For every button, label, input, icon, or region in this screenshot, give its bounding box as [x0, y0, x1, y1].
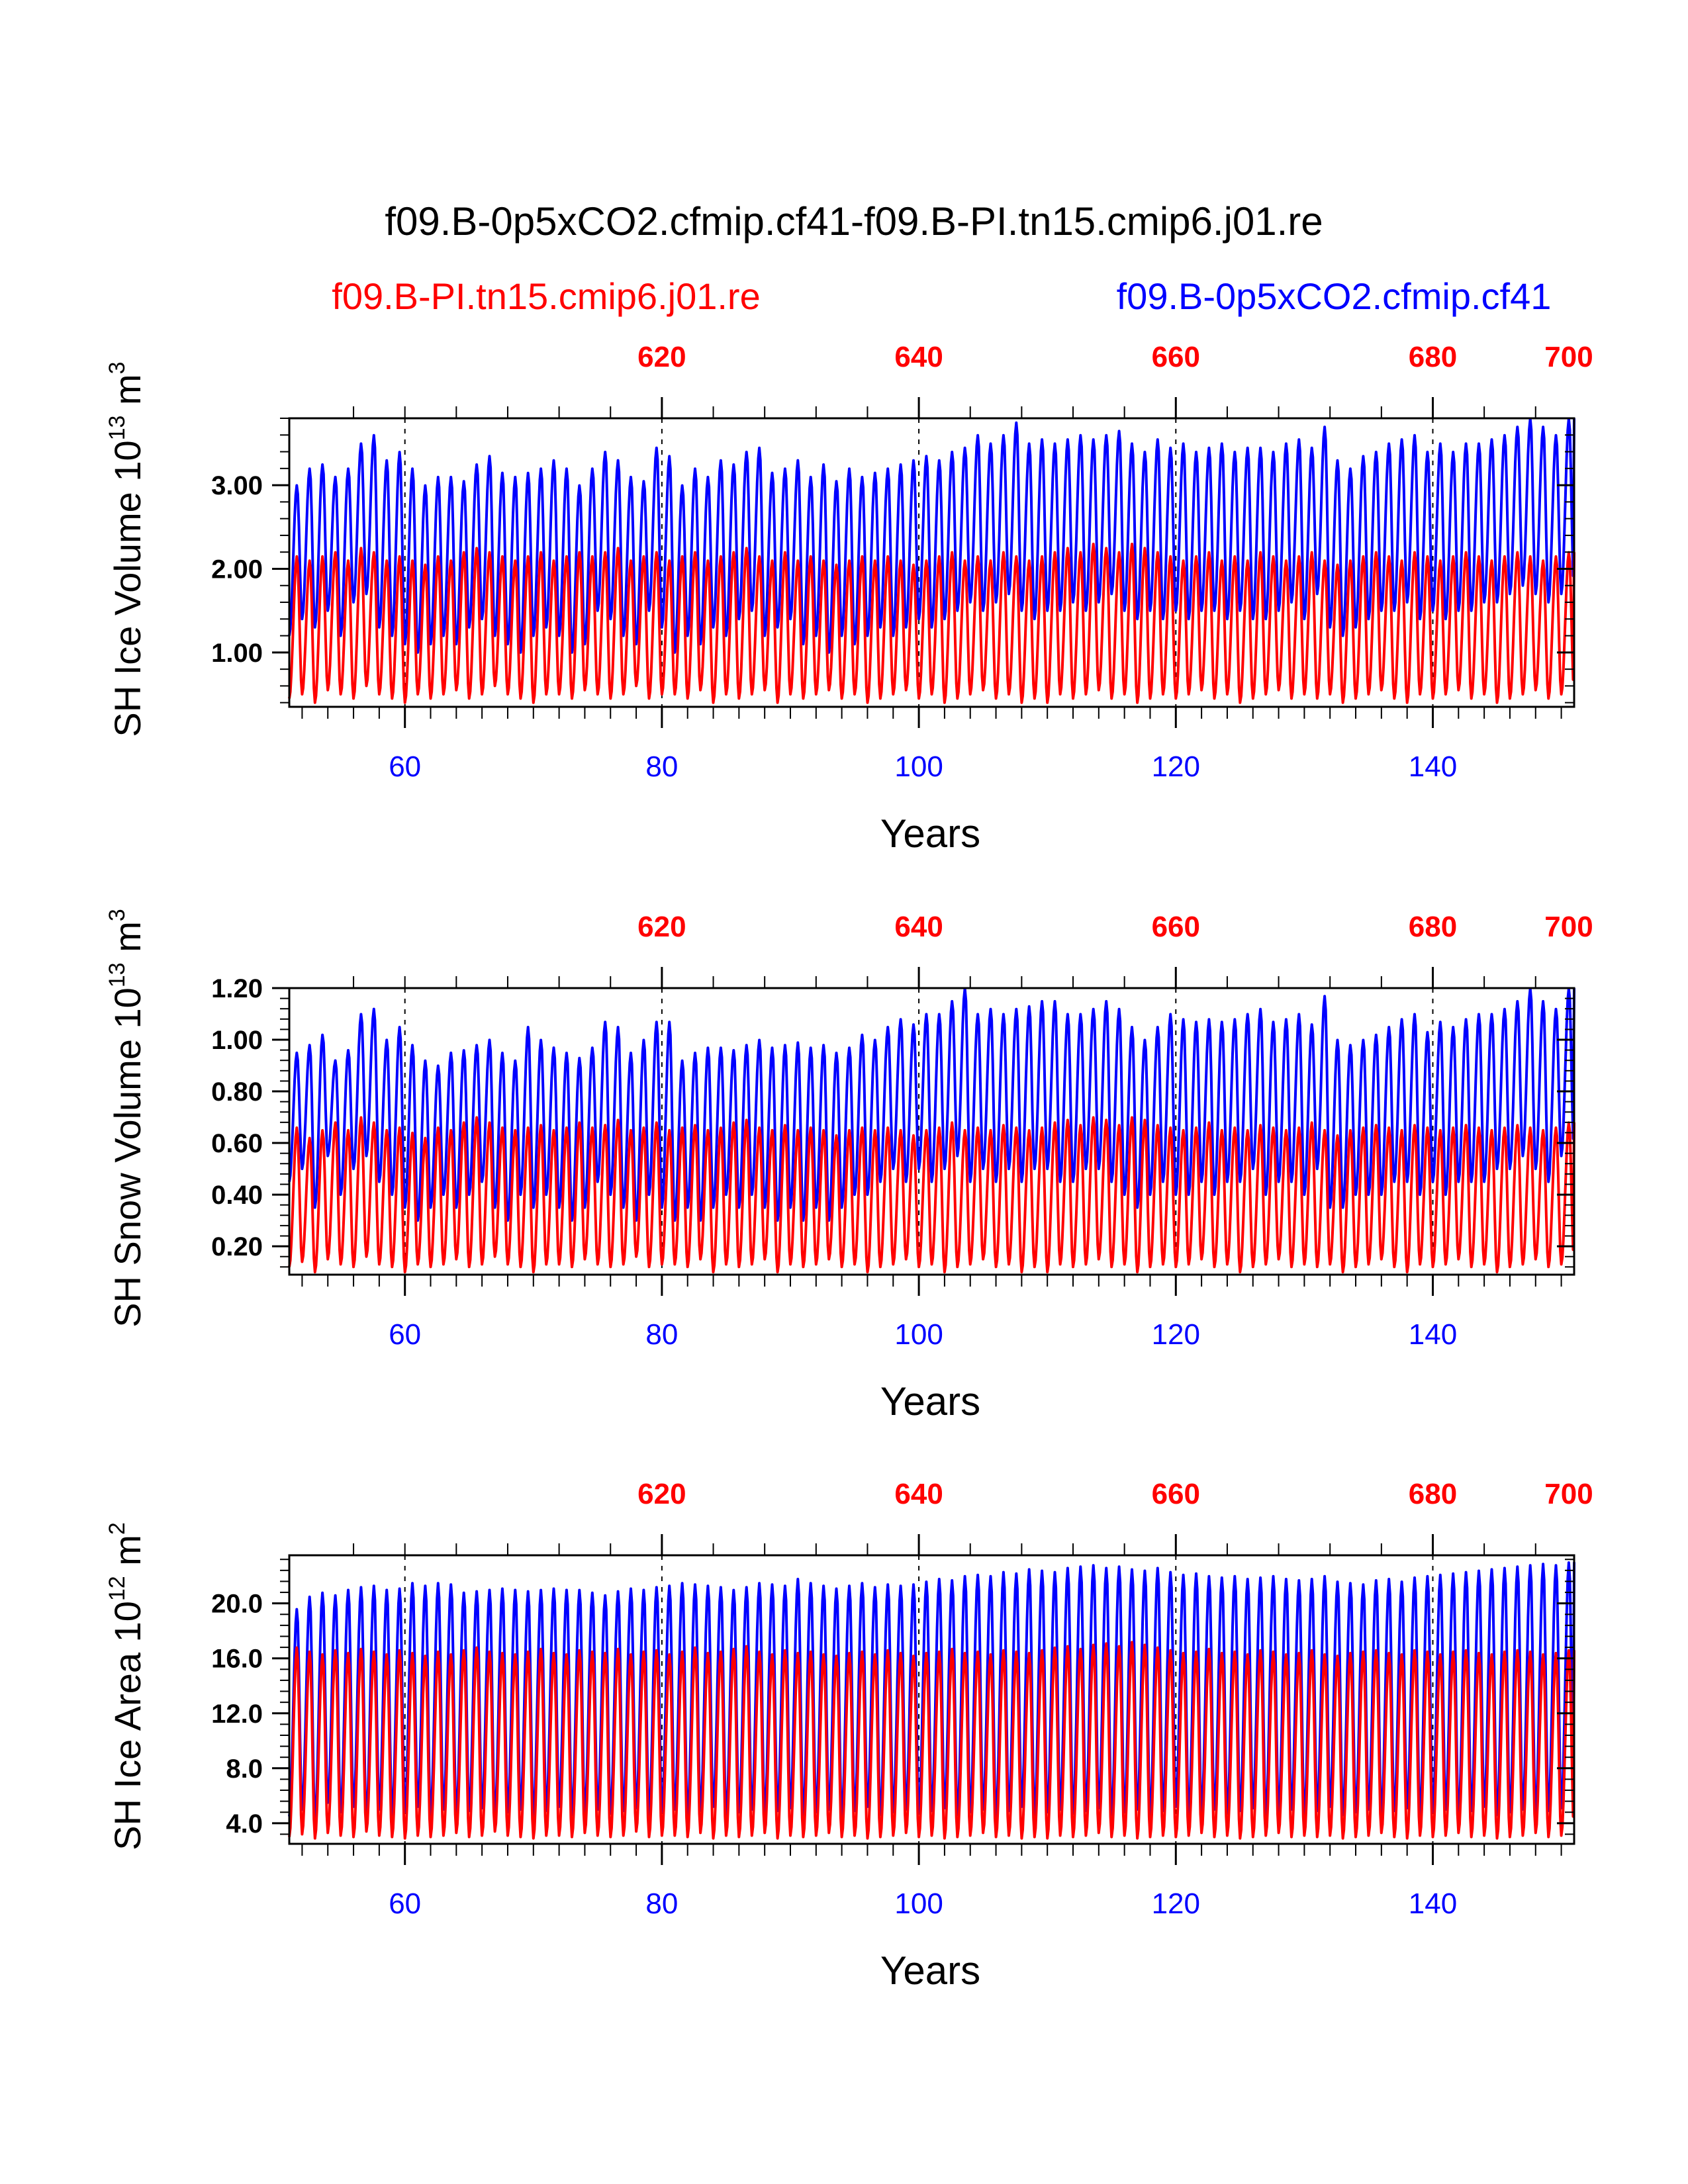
y-axis-label-text: SH Snow Volume 10 [107, 987, 148, 1328]
top-tick-label: 660 [1152, 1478, 1200, 1510]
plot-frame [288, 417, 1575, 708]
y-tick-label: 1.00 [211, 1026, 263, 1055]
y-tick-label: 2.00 [211, 555, 263, 584]
legend-blue-label: f09.B-0p5xCO2.cfmip.cf41 [1117, 275, 1552, 317]
bottom-tick-label: 120 [1152, 1318, 1200, 1351]
chart-panels: 60 80 100 120 140 620 640 660 680 700 1.00 2.00 3.00… [105, 341, 1593, 1993]
top-tick-label: 640 [894, 341, 943, 373]
y-tick-label: 8.0 [226, 1754, 263, 1784]
bottom-tick-label: 60 [389, 1318, 421, 1351]
bottom-tick-label: 100 [894, 1888, 943, 1920]
y-axis-label-exponent: 13 [105, 962, 130, 987]
y-tick-label: 0.40 [211, 1181, 263, 1210]
top-tick-label: 640 [894, 1478, 943, 1510]
bottom-tick-label: 80 [645, 751, 678, 783]
top-tick-label: 620 [637, 1478, 686, 1510]
top-tick-label: 700 [1544, 911, 1593, 943]
top-tick-label: 680 [1409, 911, 1457, 943]
top-tick-label: 700 [1544, 341, 1593, 373]
y-tick-label: 12.0 [211, 1700, 263, 1729]
top-tick-label: 680 [1409, 341, 1457, 373]
chart-panel-3: 60 80 100 120 140 620 640 660 680 700 4.0 8.0 12.0 16… [105, 1478, 1593, 1993]
bottom-tick-label: 140 [1409, 1318, 1457, 1351]
y-axis-label: SH Ice Volume 1013 m3 [105, 361, 148, 737]
series-line-red [288, 1116, 1575, 1274]
top-tick-label: 620 [637, 911, 686, 943]
y-tick-label: 4.0 [226, 1809, 263, 1839]
y-tick-label: 0.20 [211, 1232, 263, 1261]
legend-red-label: f09.B-PI.tn15.cmip6.j01.re [332, 275, 760, 317]
bottom-tick-label: 100 [894, 751, 943, 783]
y-axis-label: SH Snow Volume 1013 m3 [105, 909, 148, 1328]
plot-frame [288, 1554, 1575, 1845]
y-axis-label-unit: m [107, 921, 148, 962]
top-tick-label: 700 [1544, 1478, 1593, 1510]
bottom-tick-label: 60 [389, 751, 421, 783]
y-tick-label: 1.00 [211, 639, 263, 668]
series-line-red [288, 1641, 1575, 1840]
bottom-tick-label: 100 [894, 1318, 943, 1351]
series-line-red [288, 543, 1575, 704]
y-axis-label-unit-exponent: 3 [105, 361, 130, 374]
y-tick-label: 16.0 [211, 1645, 263, 1674]
bottom-tick-label: 120 [1152, 1888, 1200, 1920]
top-tick-label: 640 [894, 911, 943, 943]
y-axis-label: SH Ice Area 1012 m2 [105, 1522, 148, 1850]
x-axis-label: Years [880, 1379, 980, 1424]
bottom-tick-label: 140 [1409, 1888, 1457, 1920]
y-axis-label-unit: m [107, 374, 148, 415]
bottom-tick-label: 120 [1152, 751, 1200, 783]
top-tick-label: 680 [1409, 1478, 1457, 1510]
bottom-tick-label: 60 [389, 1888, 421, 1920]
y-tick-label: 20.0 [211, 1590, 263, 1619]
y-axis-label-exponent: 12 [105, 1576, 130, 1601]
bottom-tick-label: 80 [645, 1318, 678, 1351]
y-tick-label: 0.60 [211, 1129, 263, 1158]
y-axis-label-unit-exponent: 2 [105, 1522, 130, 1535]
series-line-blue [288, 987, 1575, 1222]
y-tick-label: 3.00 [211, 471, 263, 500]
figure-title: f09.B-0p5xCO2.cfmip.cf41-f09.B-PI.tn15.c… [385, 199, 1323, 244]
y-axis-label-exponent: 13 [105, 416, 130, 441]
y-axis-label-unit-exponent: 3 [105, 909, 130, 921]
series-line-blue [288, 417, 1575, 654]
bottom-tick-label: 140 [1409, 751, 1457, 783]
y-axis-label-unit: m [107, 1535, 148, 1576]
x-axis-label: Years [880, 811, 980, 856]
top-tick-label: 620 [637, 341, 686, 373]
plot-frame [288, 987, 1575, 1276]
y-tick-label: 1.20 [211, 974, 263, 1003]
top-tick-label: 660 [1152, 341, 1200, 373]
bottom-tick-label: 80 [645, 1888, 678, 1920]
y-axis-label-text: SH Ice Area 10 [107, 1601, 148, 1850]
y-tick-label: 0.80 [211, 1077, 263, 1107]
chart-panel-2: 60 80 100 120 140 620 640 660 680 700 0.20 0.40 0.60… [105, 909, 1593, 1424]
chart-panel-1: 60 80 100 120 140 620 640 660 680 700 1.00 2.00 3.00… [105, 341, 1593, 856]
y-axis-label-text: SH Ice Volume 10 [107, 440, 148, 737]
top-tick-label: 660 [1152, 911, 1200, 943]
x-axis-label: Years [880, 1948, 980, 1993]
